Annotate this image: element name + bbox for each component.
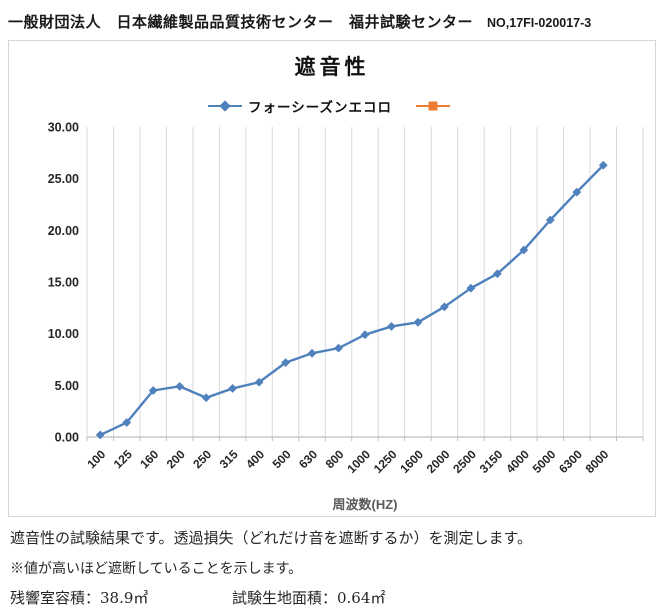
note-remark: ※値が高いほど遮断していることを示します。 <box>10 561 303 577</box>
note-description: 遮音性の試験結果です。透過損失（どれだけ音を遮断するか）を測定します。 <box>10 529 533 547</box>
svg-text:20.00: 20.00 <box>48 224 79 238</box>
legend-label-series1: フォーシーズンエコロ <box>247 100 393 115</box>
svg-text:6300: 6300 <box>556 447 585 476</box>
svg-text:周波数(HZ): 周波数(HZ) <box>333 497 398 512</box>
note-specs: 残響室容積：38.9㎥ 試験生地面積：0.64㎡ <box>10 587 654 608</box>
svg-text:400: 400 <box>243 447 267 471</box>
chart-panel: 遮音性 フォーシーズンエコロ 0.00 5.00 10.00 15.00 20.00 25… <box>8 40 656 517</box>
diamond-marker-icon <box>219 100 231 112</box>
chart-legend: フォーシーズンエコロ <box>9 95 655 117</box>
svg-text:315: 315 <box>217 447 241 471</box>
svg-text:500: 500 <box>270 447 294 471</box>
svg-text:1250: 1250 <box>371 447 400 476</box>
svg-text:25.00: 25.00 <box>48 172 79 186</box>
svg-text:8000: 8000 <box>583 447 612 476</box>
legend-item-series2 <box>416 101 456 111</box>
svg-text:250: 250 <box>190 447 214 471</box>
svg-text:3150: 3150 <box>477 447 506 476</box>
legend-item-series1: フォーシーズンエコロ <box>207 96 393 116</box>
legend-line-diamond-icon <box>207 100 242 112</box>
svg-text:100: 100 <box>84 447 108 471</box>
spec-fabric-area: 試験生地面積：0.64㎡ <box>232 589 386 607</box>
svg-text:630: 630 <box>296 447 320 471</box>
report-number: NO,17FI-020017-3 <box>487 16 592 30</box>
square-marker-icon <box>428 101 438 111</box>
svg-text:2500: 2500 <box>450 447 479 476</box>
svg-text:15.00: 15.00 <box>48 276 79 290</box>
svg-text:5.00: 5.00 <box>55 379 79 393</box>
svg-text:2000: 2000 <box>424 447 453 476</box>
svg-text:1600: 1600 <box>397 447 426 476</box>
svg-text:4000: 4000 <box>503 447 532 476</box>
svg-text:160: 160 <box>137 447 161 471</box>
legend-line-square-icon <box>416 101 451 111</box>
svg-text:10.00: 10.00 <box>48 327 79 341</box>
svg-text:125: 125 <box>111 447 135 471</box>
notes-block: 遮音性の試験結果です。透過損失（どれだけ音を遮断するか）を測定します。 ※値が高… <box>0 517 664 608</box>
spec-room-volume: 残響室容積：38.9㎥ <box>10 589 149 607</box>
svg-text:800: 800 <box>323 447 347 471</box>
svg-text:1000: 1000 <box>344 447 373 476</box>
chart-title: 遮音性 <box>294 56 370 79</box>
svg-text:5000: 5000 <box>530 447 559 476</box>
organization-title: 一般財団法人 日本繊維製品品質技術センター 福井試験センター <box>8 14 474 31</box>
svg-text:200: 200 <box>164 447 188 471</box>
report-header: 一般財団法人 日本繊維製品品質技術センター 福井試験センター NO,17FI-0… <box>0 0 664 38</box>
svg-text:30.00: 30.00 <box>48 121 79 135</box>
svg-text:0.00: 0.00 <box>55 431 79 445</box>
